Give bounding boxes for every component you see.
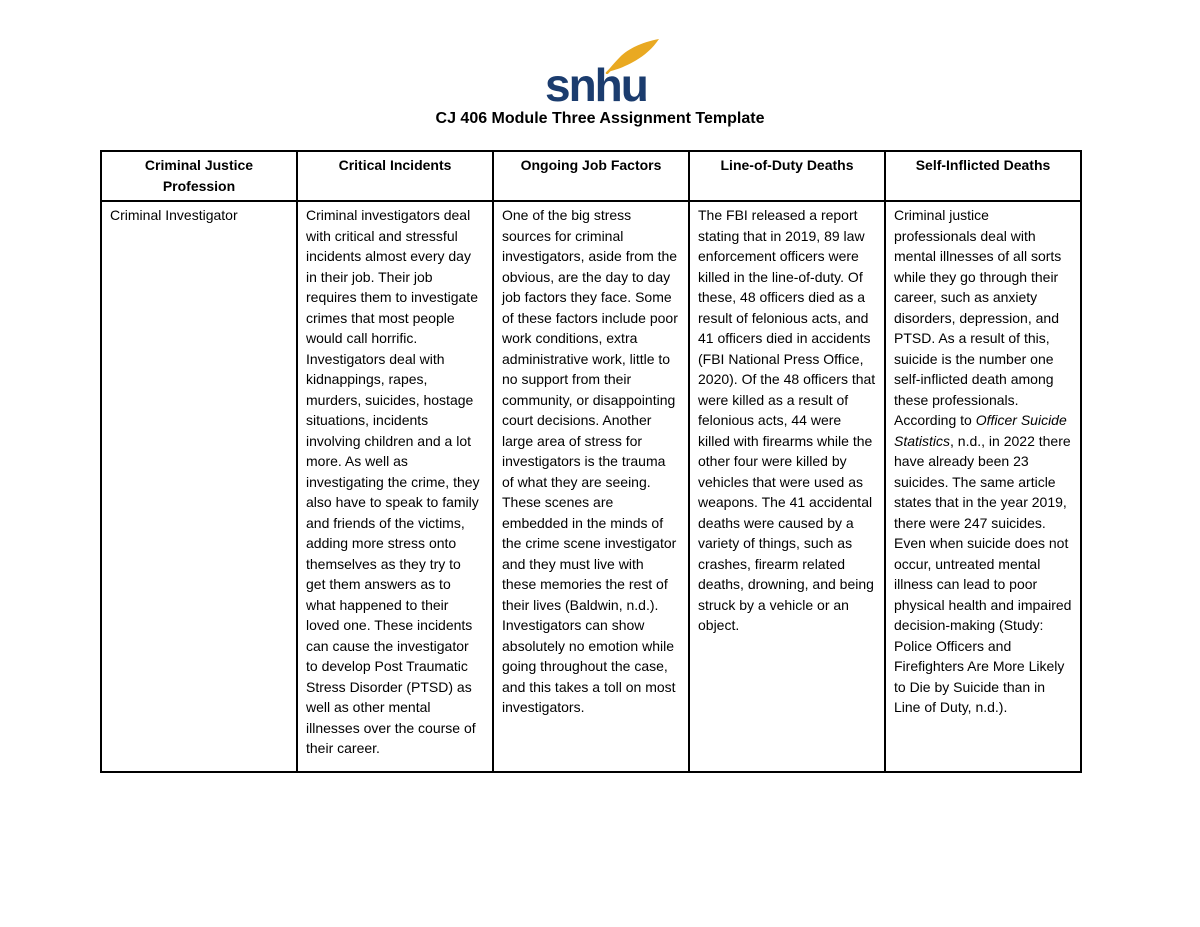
self-inflicted-source-title: Officer Suicide Statistics: [894, 412, 1067, 449]
cell-self-inflicted-deaths: Criminal justice professionals deal with…: [884, 200, 1082, 773]
snhu-logo: snhu: [545, 39, 659, 111]
assignment-table: Criminal Justice Profession Critical Inc…: [100, 150, 1082, 773]
table-header-row: Criminal Justice Profession Critical Inc…: [100, 150, 1082, 202]
self-inflicted-text-after: , n.d., in 2022 there have already been …: [894, 432, 1072, 716]
cell-ongoing-job-factors: One of the big stress sources for crimin…: [492, 200, 690, 773]
column-header-critical-incidents: Critical Incidents: [296, 150, 494, 202]
snhu-leaf-icon: [605, 39, 659, 74]
column-header-self-inflicted-deaths: Self-Inflicted Deaths: [884, 150, 1082, 202]
page-title: CJ 406 Module Three Assignment Template: [435, 110, 765, 127]
column-header-line-of-duty-deaths: Line-of-Duty Deaths: [688, 150, 886, 202]
cell-profession: Criminal Investigator: [100, 200, 298, 773]
column-header-ongoing-job-factors: Ongoing Job Factors: [492, 150, 690, 202]
cell-critical-incidents: Criminal investigators deal with critica…: [296, 200, 494, 773]
snhu-wordmark: snhu: [545, 59, 649, 111]
cell-line-of-duty-deaths: The FBI released a report stating that i…: [688, 200, 886, 773]
self-inflicted-text-before: Criminal justice professionals deal with…: [894, 207, 1062, 428]
table-row: Criminal Investigator Criminal investiga…: [100, 200, 1082, 773]
column-header-criminal-justice-profession: Criminal Justice Profession: [100, 150, 298, 202]
